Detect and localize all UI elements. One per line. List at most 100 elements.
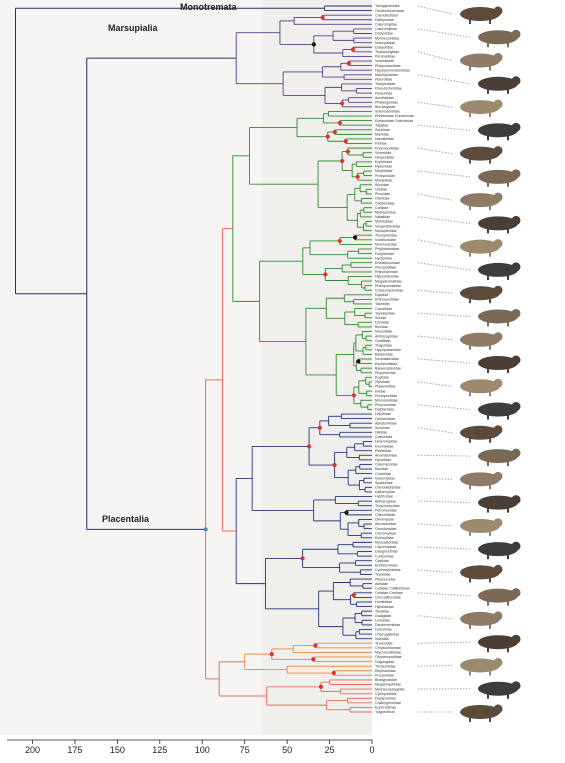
tip-label: Aplodontiidae xyxy=(375,421,397,425)
divergence-node xyxy=(351,47,355,51)
tip-label: Mustelidae xyxy=(375,178,392,182)
tip-label: Ptilocercidae xyxy=(375,577,396,581)
divergence-node xyxy=(311,657,315,661)
animal-illustrations xyxy=(460,7,521,723)
tip-label: Notoryctidae xyxy=(375,41,395,45)
sperm-whale-icon xyxy=(478,449,521,467)
divergence-node xyxy=(340,101,344,105)
monkey-icon xyxy=(478,588,521,606)
tip-label: Heteromyidae xyxy=(375,440,397,444)
tip-label: Cervidae xyxy=(375,321,389,325)
tip-label: Hypsiprymnodontidae xyxy=(375,68,410,72)
divergence-node xyxy=(300,556,304,560)
tip-label: Odobenidae xyxy=(375,201,395,205)
deer-icon xyxy=(460,379,503,397)
leader-line xyxy=(418,524,452,526)
tip-label: Eupleridae xyxy=(375,160,392,164)
tip-label: Solenodontidae xyxy=(375,110,400,114)
tip-label: Bradypodidae xyxy=(375,678,397,682)
tip-label: Platanistidae xyxy=(375,385,396,389)
tip-label: Antilocapridae xyxy=(375,334,398,338)
leader-line xyxy=(418,336,452,340)
tip-label: Dipodidae xyxy=(375,458,391,462)
tip-label: Mystacinidae xyxy=(375,210,396,214)
tip-label: Burramyidae xyxy=(375,105,395,109)
divergence-node xyxy=(270,652,274,656)
leader-line xyxy=(418,405,470,410)
tip-label: Kogiidae xyxy=(375,376,389,380)
divergence-node xyxy=(338,121,342,125)
leader-line xyxy=(418,359,470,363)
tip-label: Canidae xyxy=(375,206,388,210)
divergence-node xyxy=(323,272,327,276)
leader-line xyxy=(418,52,452,61)
genet-icon xyxy=(478,216,521,234)
leader-line xyxy=(418,29,470,37)
flying-fox-icon xyxy=(460,332,503,350)
tip-label: Cricetidae xyxy=(375,472,391,476)
tip-label: Macropodidae xyxy=(375,73,398,77)
tip-label: Indriidae xyxy=(375,637,389,641)
opossum-icon xyxy=(478,123,521,140)
tip-label: Iniidae xyxy=(375,389,386,393)
divergence-node xyxy=(332,463,336,467)
tip-label: Emballonuridae xyxy=(375,261,400,265)
elephant-shrew-icon xyxy=(460,472,503,490)
leader-line xyxy=(418,665,452,666)
tip-labels: TachyglossidaeOrnithorhynchidaeCaenolest… xyxy=(375,4,414,714)
tip-label: Cebidae Callitrichinae xyxy=(375,586,410,590)
tip-label: Erethizontidae xyxy=(375,563,398,567)
koala-icon xyxy=(478,495,521,512)
tip-label: Bovidae xyxy=(375,325,388,329)
tip-label: Noctilionidae xyxy=(375,238,396,242)
tip-label: Geomyidae xyxy=(375,444,393,448)
leader-line xyxy=(418,148,452,153)
tip-label: Cebidae Cebinae xyxy=(375,591,403,595)
tip-label: Tupaiidae xyxy=(375,573,391,577)
leader-line xyxy=(418,125,470,130)
tip-label: Delphinidae xyxy=(375,408,394,412)
tip-label: Chrysochloridae xyxy=(375,646,401,650)
tip-label: Physeteridae xyxy=(375,371,396,375)
tip-label: Caviidae xyxy=(375,559,389,563)
aardvark-icon xyxy=(478,681,521,699)
divergence-node xyxy=(320,15,324,19)
leader-line xyxy=(418,217,470,224)
clade-label-placentalia: Placentalia xyxy=(102,514,150,524)
tip-label: Myocastoridae xyxy=(375,541,398,545)
tip-label: Tolypeutinae xyxy=(375,710,395,714)
clade-label-monotremata: Monotremata xyxy=(180,2,237,12)
tip-label: Octodontidae xyxy=(375,527,396,531)
tip-label: Galagidae xyxy=(375,614,391,618)
tip-label: Monodontidae xyxy=(375,398,398,402)
clade-label-marsupialia: Marsupialia xyxy=(108,23,159,33)
tip-label: Muridae xyxy=(375,467,388,471)
tip-label: Balaenidae xyxy=(375,353,393,357)
tip-label: Procaviidae xyxy=(375,674,394,678)
tip-label: Balaenopteridae xyxy=(375,366,401,370)
tip-label: Trichechidae xyxy=(375,664,395,668)
tip-label: Ochotonidae xyxy=(375,417,395,421)
tip-label: Manidae xyxy=(375,133,389,137)
tip-label: Hominidae xyxy=(375,600,392,604)
tip-label: Echimyidae xyxy=(375,536,394,540)
axis-tick-label: 75 xyxy=(240,745,250,755)
tenrec-icon xyxy=(460,658,503,676)
tip-label: Equidae xyxy=(375,293,388,297)
tip-label: Craseonycteridae xyxy=(375,288,403,292)
tip-label: Sciuridae xyxy=(375,426,390,430)
tip-label: Furipteridae xyxy=(375,252,394,256)
leader-line xyxy=(418,593,470,596)
tip-label: Prionodontidae xyxy=(375,146,399,150)
tip-label: Daubentoniidae xyxy=(375,623,400,627)
tip-label: Cuniculidae xyxy=(375,554,394,558)
tip-label: Megadermatidae xyxy=(375,279,402,283)
tip-label: Nandiniidae xyxy=(375,137,394,141)
tip-label: Pontoporiidae xyxy=(375,394,397,398)
leader-line xyxy=(418,240,452,247)
leader-line xyxy=(418,290,452,293)
tip-label: Orycteropodidae xyxy=(375,655,402,659)
tip-label: Mormoopidae xyxy=(375,243,397,247)
